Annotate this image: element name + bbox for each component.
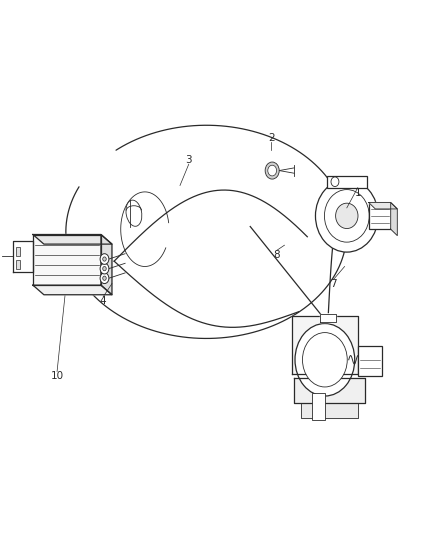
Circle shape (330, 177, 338, 187)
Circle shape (102, 257, 106, 261)
Ellipse shape (324, 190, 368, 242)
Ellipse shape (315, 180, 377, 252)
Circle shape (100, 263, 109, 274)
Bar (16, 260, 20, 269)
Polygon shape (33, 285, 112, 295)
Ellipse shape (378, 209, 385, 222)
Polygon shape (300, 403, 357, 418)
Circle shape (102, 266, 106, 271)
Text: 2: 2 (267, 133, 274, 142)
Circle shape (265, 162, 279, 179)
Polygon shape (101, 235, 112, 295)
Text: 4: 4 (99, 296, 106, 306)
Text: 1: 1 (353, 188, 360, 198)
Circle shape (267, 165, 276, 176)
Polygon shape (33, 235, 101, 285)
Bar (311, 393, 324, 419)
Circle shape (100, 254, 109, 264)
Bar (326, 176, 366, 188)
Ellipse shape (335, 203, 357, 229)
Circle shape (102, 276, 106, 280)
Polygon shape (320, 314, 335, 322)
Text: 3: 3 (185, 155, 192, 165)
Polygon shape (293, 378, 364, 403)
Polygon shape (33, 235, 112, 244)
Bar (368, 203, 390, 229)
Bar (357, 346, 381, 376)
Polygon shape (291, 316, 357, 374)
Text: 7: 7 (329, 279, 336, 288)
Polygon shape (368, 203, 396, 209)
Polygon shape (390, 203, 396, 236)
Text: 8: 8 (272, 250, 279, 260)
Bar (16, 247, 20, 256)
Polygon shape (13, 241, 33, 272)
Text: 10: 10 (50, 371, 64, 381)
Circle shape (302, 333, 346, 387)
Ellipse shape (126, 200, 141, 227)
Circle shape (294, 324, 354, 396)
Circle shape (100, 273, 109, 284)
